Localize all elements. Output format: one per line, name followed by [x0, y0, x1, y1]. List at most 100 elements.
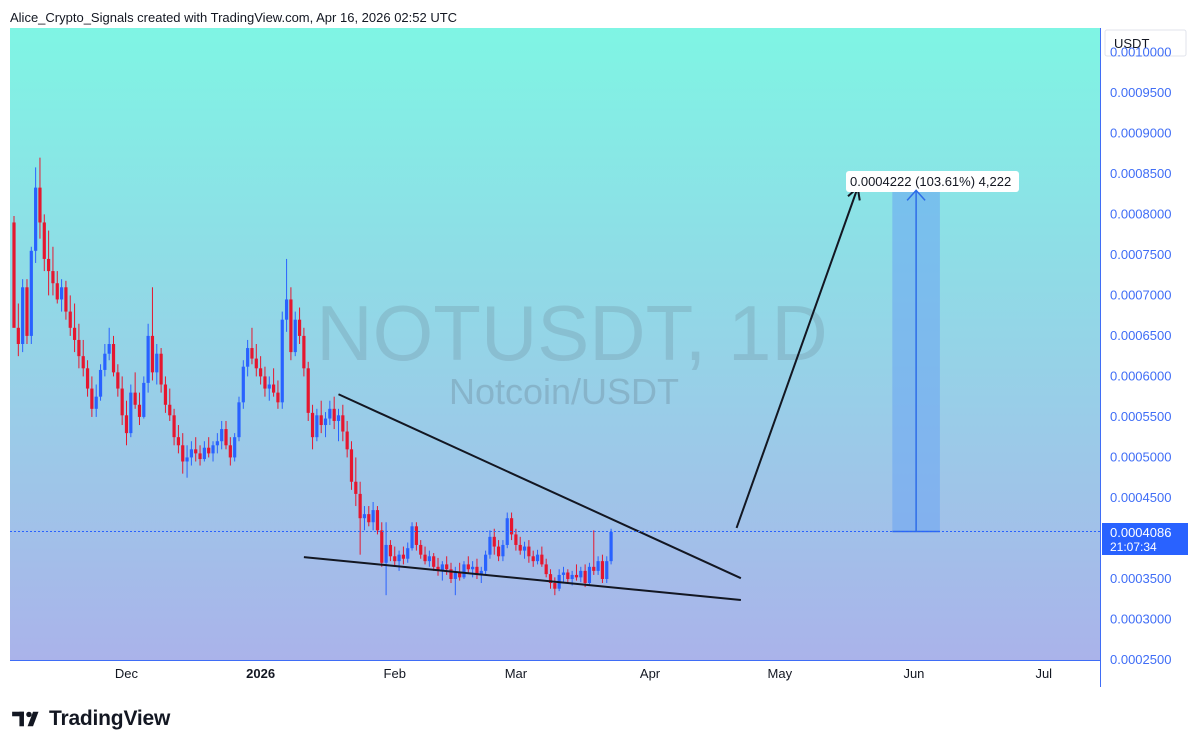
candle-body: [427, 556, 431, 562]
candle-body: [548, 574, 553, 584]
candle: [302, 327, 306, 377]
candle-body: [393, 556, 397, 562]
tradingview-brand: TradingView: [49, 707, 171, 730]
candle: [401, 546, 406, 565]
candle: [514, 528, 518, 551]
price-tick-label: 0.0010000: [1110, 44, 1171, 59]
candle-body: [47, 258, 51, 272]
candle: [246, 339, 250, 377]
candle: [90, 376, 94, 417]
candle-body: [484, 554, 488, 571]
candle: [414, 522, 418, 551]
candle-body: [215, 441, 219, 446]
candle-body: [471, 566, 475, 570]
candle-body: [233, 437, 237, 458]
candle-body: [579, 570, 583, 578]
candle-body: [85, 368, 90, 389]
candle-body: [397, 554, 401, 562]
candle: [388, 540, 393, 562]
candle-body: [289, 299, 293, 353]
candle-body: [172, 415, 176, 438]
candle-body: [90, 388, 94, 409]
time-tick-label: Apr: [640, 666, 661, 681]
trendline-upper[interactable]: [338, 393, 742, 580]
candle: [358, 481, 362, 555]
candle-body: [293, 319, 297, 353]
candle: [228, 437, 232, 466]
price-tick-label: 0.0006500: [1110, 328, 1171, 343]
candle-body: [319, 415, 323, 426]
candle: [371, 502, 375, 531]
candle-body: [159, 353, 163, 385]
candle: [176, 425, 181, 454]
candle: [220, 420, 224, 450]
candle-body: [445, 564, 449, 570]
candle-body: [531, 556, 535, 562]
candle: [85, 360, 90, 397]
candle: [531, 550, 535, 567]
attribution-text: Alice_Crypto_Signals created with Tradin…: [10, 10, 458, 25]
candle: [336, 408, 341, 442]
candle-body: [259, 368, 263, 377]
candle-body: [509, 518, 514, 535]
candle-body: [583, 570, 587, 584]
time-tick-label: Dec: [115, 666, 139, 681]
candle: [583, 564, 587, 588]
candle: [72, 303, 77, 353]
candle-body: [354, 481, 358, 494]
candle: [42, 214, 46, 272]
candle-body: [38, 187, 42, 223]
candle: [254, 344, 258, 377]
candle: [436, 557, 440, 576]
candle-body: [341, 415, 345, 432]
candle: [159, 348, 163, 393]
candle-body: [553, 583, 557, 589]
candle: [38, 157, 42, 239]
candle-body: [462, 564, 466, 578]
candle: [419, 540, 423, 559]
currency-button[interactable]: [1104, 29, 1187, 57]
chart-area[interactable]: NOTUSDT, 1D Notcoin/USDT 0.0004222 (103.…: [10, 28, 1190, 687]
candle: [315, 408, 319, 442]
price-scale-background: [1101, 28, 1190, 687]
candle-body: [72, 327, 77, 340]
candle-body: [419, 544, 423, 555]
candle: [55, 271, 59, 304]
candle-body: [488, 536, 492, 555]
candle-body: [107, 344, 111, 354]
candle-body: [544, 564, 548, 575]
candle-body: [163, 384, 168, 405]
candle-body: [328, 408, 332, 419]
candle-body: [185, 457, 189, 462]
candle: [94, 384, 98, 417]
candle: [68, 295, 72, 336]
time-tick-label: Mar: [505, 666, 528, 681]
candle: [587, 562, 592, 586]
candle: [475, 558, 479, 579]
candle: [561, 566, 566, 584]
candle-body: [306, 368, 310, 413]
candle-body: [527, 546, 531, 557]
candle-body: [605, 561, 609, 579]
trendline-lower[interactable]: [303, 556, 741, 602]
candle-body: [401, 554, 406, 559]
candle-body: [345, 431, 349, 450]
candle: [306, 361, 310, 421]
candle: [492, 528, 496, 555]
price-tick-label: 0.0007500: [1110, 247, 1171, 262]
candle: [518, 536, 522, 555]
candle-body: [358, 493, 362, 519]
candle-body: [323, 418, 328, 426]
candle-body: [272, 384, 276, 393]
price-scale-ticks: 0.0010000 0.0009500 0.0009000 0.0008500 0.00…: [1110, 44, 1171, 667]
candle-body: [406, 548, 410, 559]
candle: [574, 564, 579, 581]
candle-body: [362, 514, 367, 519]
candle: [189, 441, 193, 466]
candle: [566, 569, 570, 584]
candle-body: [42, 222, 46, 259]
candlestick-chart[interactable]: NOTUSDT, 1D Notcoin/USDT 0.0004222 (103.…: [10, 28, 1190, 687]
candle: [410, 522, 414, 551]
trendlines-group[interactable]: [303, 393, 742, 602]
candle-body: [59, 287, 64, 300]
